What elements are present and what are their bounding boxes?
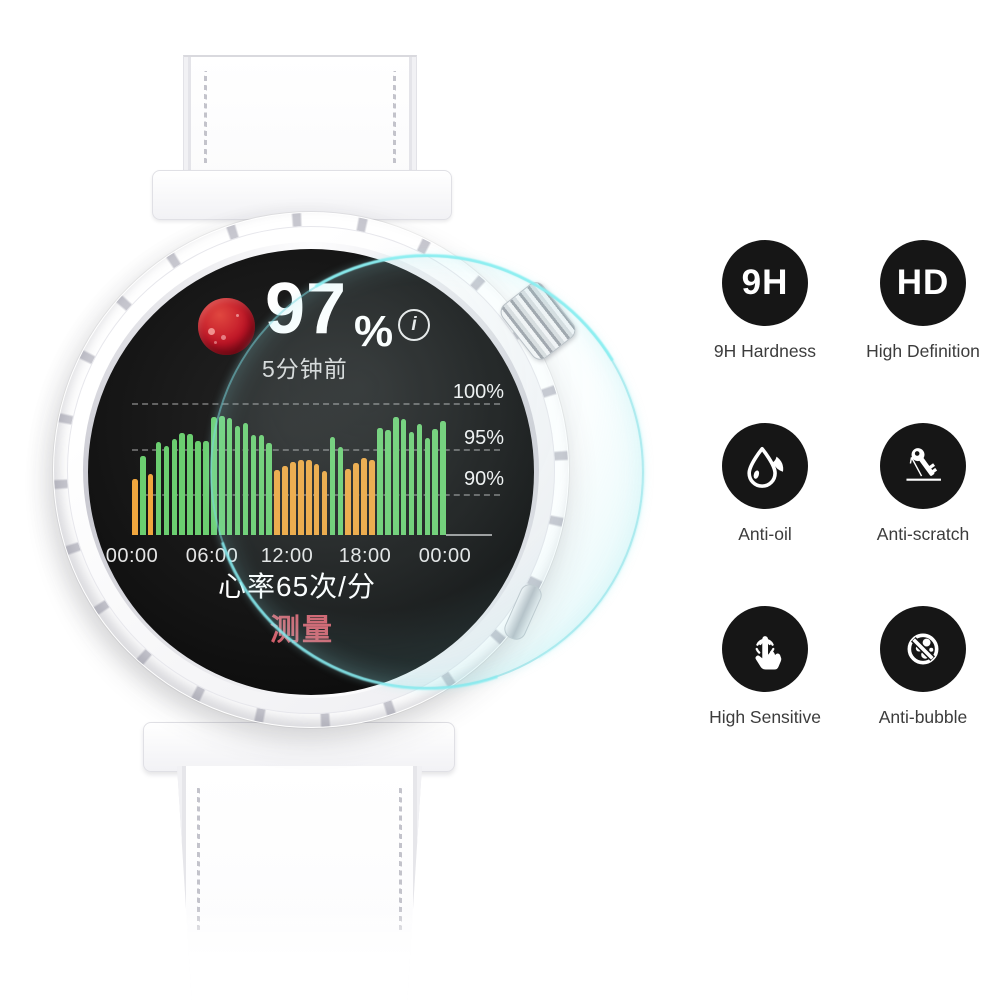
feature-label: High Sensitive [709, 707, 821, 727]
feature-label: Anti-scratch [876, 524, 970, 544]
hd-badge-text: HD [896, 263, 950, 302]
feature-label: High Definition [866, 341, 980, 361]
touch-finger-icon [722, 606, 808, 692]
spo2-bar [147, 474, 154, 535]
feature-anti-bubble: Anti-bubble [852, 606, 994, 728]
spo2-bar [179, 433, 186, 535]
feature-label: Anti-bubble [878, 707, 968, 727]
key-scratch-icon [880, 423, 966, 509]
spo2-bar [187, 434, 193, 535]
watch-lug-bottom [143, 722, 455, 772]
9h-badge-text: 9H [741, 263, 789, 302]
feature-high-definition: HD High Definition [852, 240, 994, 362]
watch-lug-top [152, 170, 452, 220]
feature-label: 9H Hardness [713, 341, 817, 361]
blood-oxygen-icon [198, 298, 255, 355]
spo2-bar [203, 441, 209, 535]
feature-9h-hardness: 9H 9H Hardness [694, 240, 836, 362]
feature-label: Anti-oil [738, 524, 792, 544]
spo2-bar [132, 478, 138, 535]
9h-badge-icon: 9H [722, 240, 808, 326]
strap-stitch [197, 786, 200, 930]
feature-high-sensitive: High Sensitive [694, 606, 836, 728]
oil-droplet-icon [722, 423, 808, 509]
spo2-bar [139, 455, 146, 535]
feature-anti-oil: Anti-oil [694, 423, 836, 545]
spo2-bar [163, 445, 170, 535]
feature-panel: 9H 9H Hardness HD High Definition Anti-o… [694, 240, 994, 728]
feature-anti-scratch: Anti-scratch [852, 423, 994, 545]
watch-strap-bottom [177, 766, 422, 1000]
spo2-bar [195, 441, 201, 535]
strap-stitch [399, 786, 402, 930]
strap-stitch [204, 71, 207, 163]
screen-protector-glass [210, 255, 644, 689]
strap-stitch [393, 71, 396, 163]
x-tick-label: 00:00 [105, 545, 159, 567]
no-bubbles-icon [880, 606, 966, 692]
watch-strap-top [183, 55, 417, 177]
hd-badge-icon: HD [880, 240, 966, 326]
spo2-bar [171, 438, 178, 535]
spo2-bar [155, 442, 162, 535]
